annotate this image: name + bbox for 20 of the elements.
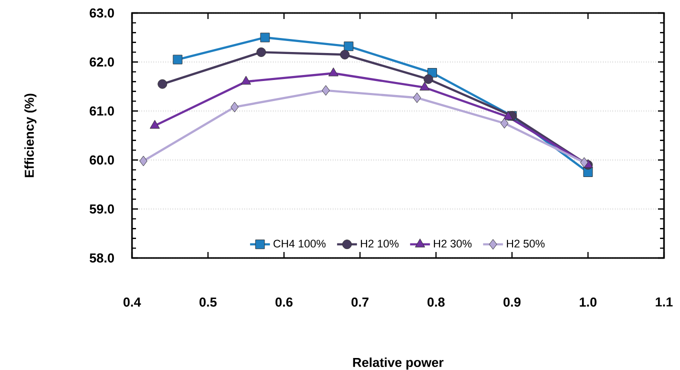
x-tick-label: 1.0: [580, 298, 596, 307]
x-tick-label: 0.9: [504, 298, 521, 307]
legend-label: CH4 100%: [274, 240, 326, 248]
x-tick-label: 0.7: [352, 298, 368, 307]
legend-label: H2 30%: [434, 240, 472, 248]
x-tick-label: 1.1: [656, 298, 673, 306]
y-tick-label: 58.0: [90, 253, 114, 263]
legend-label: H2 10%: [360, 240, 399, 248]
y-tick-label: 61.0: [90, 106, 114, 116]
legend-label: H2 50%: [506, 240, 545, 248]
y-tick-label: 59.0: [90, 204, 114, 214]
x-tick-label: 0.8: [428, 298, 445, 307]
y-tick-label: 60.0: [90, 155, 114, 165]
x-tick-label: 0.5: [200, 298, 217, 307]
x-axis-title: Relative power: [353, 358, 444, 370]
x-tick-label: 0.6: [276, 298, 293, 307]
x-tick-label: 0.4: [124, 298, 141, 307]
y-tick-label: 63.0: [90, 8, 114, 18]
y-tick-label: 62.0: [90, 57, 114, 67]
y-axis-title: Efficiency (%): [24, 94, 36, 178]
